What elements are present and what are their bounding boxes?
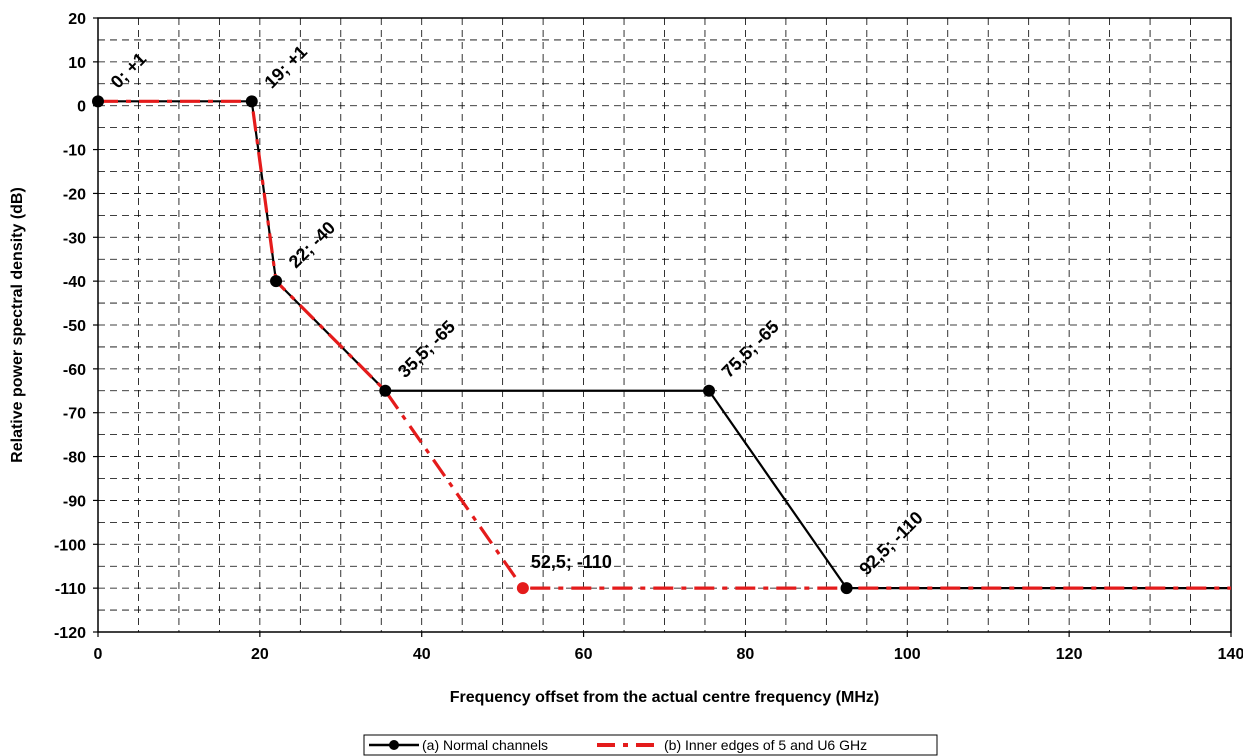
legend-marker-normal xyxy=(389,740,399,750)
y-tick-label: 20 xyxy=(68,11,86,28)
marker-normal-channels xyxy=(245,95,258,108)
x-tick-label: 20 xyxy=(251,646,269,663)
marker-normal-channels xyxy=(92,95,104,108)
legend-label-inner-edges: (b) Inner edges of 5 and U6 GHz xyxy=(664,737,867,753)
legend: (a) Normal channels (b) Inner edges of 5… xyxy=(363,734,938,756)
y-tick-label: -120 xyxy=(54,625,86,642)
x-tick-label: 0 xyxy=(94,646,103,663)
axis-ticks: 0 20 40 60 80 100 120 14020100-10-20-30-40-50-6… xyxy=(54,11,1243,663)
y-tick-label: -20 xyxy=(63,186,86,203)
marker-normal-channels xyxy=(379,384,392,397)
y-tick-label: -100 xyxy=(54,537,86,554)
x-tick-label: 100 xyxy=(894,646,921,663)
y-tick-label: -10 xyxy=(63,143,86,160)
x-tick-label: 60 xyxy=(575,646,593,663)
legend-label-normal: (a) Normal channels xyxy=(422,737,548,753)
plot-area-border xyxy=(97,17,1232,633)
y-tick-label: -30 xyxy=(63,230,86,247)
x-tick-label: 140 xyxy=(1218,646,1243,663)
y-tick-label: -70 xyxy=(63,406,86,423)
marker-inner-edges xyxy=(516,582,529,595)
y-tick-label: 10 xyxy=(68,55,86,72)
x-axis-title: Frequency offset from the actual centre … xyxy=(450,689,879,706)
y-tick-label: -80 xyxy=(63,450,86,467)
y-tick-label: -40 xyxy=(63,274,86,291)
series-layer xyxy=(92,95,1231,595)
point-label: 52,5; -110 xyxy=(531,552,612,572)
x-tick-label: 120 xyxy=(1056,646,1083,663)
marker-normal-channels xyxy=(270,275,283,288)
y-axis-title: Relative power spectral density (dB) xyxy=(9,187,26,463)
x-tick-label: 80 xyxy=(737,646,755,663)
y-tick-label: 0 xyxy=(77,99,86,116)
series-inner-edges xyxy=(98,99,1231,590)
y-tick-label: -50 xyxy=(63,318,86,335)
x-tick-label: 40 xyxy=(413,646,431,663)
y-tick-label: -110 xyxy=(55,581,86,598)
marker-normal-channels xyxy=(840,582,853,595)
marker-normal-channels xyxy=(703,384,716,397)
y-tick-label: -60 xyxy=(63,362,86,379)
y-tick-label: -90 xyxy=(63,493,86,510)
